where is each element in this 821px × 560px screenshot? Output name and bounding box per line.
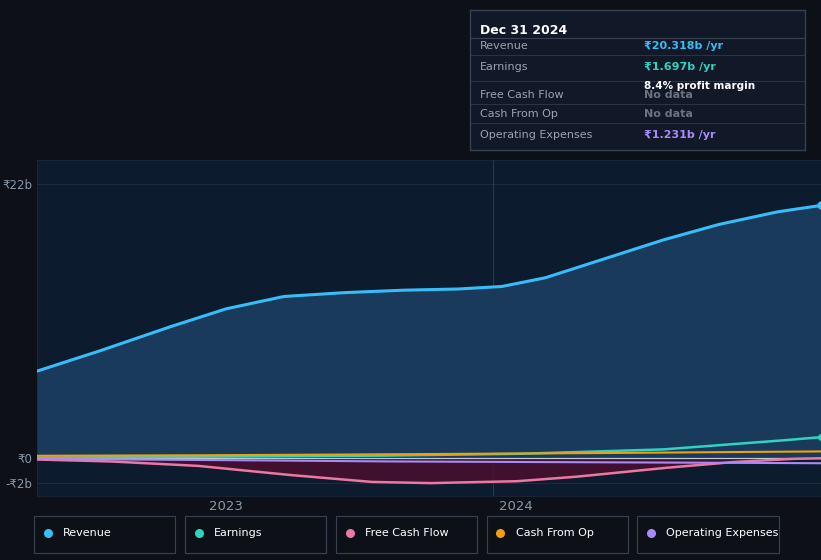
Text: ₹1.231b /yr: ₹1.231b /yr <box>644 130 716 141</box>
Text: Operating Expenses: Operating Expenses <box>667 528 779 538</box>
Text: ₹1.697b /yr: ₹1.697b /yr <box>644 62 716 72</box>
Text: Operating Expenses: Operating Expenses <box>480 130 593 141</box>
Text: No data: No data <box>644 90 693 100</box>
Text: Free Cash Flow: Free Cash Flow <box>365 528 448 538</box>
Text: Dec 31 2024: Dec 31 2024 <box>480 24 567 37</box>
Text: Free Cash Flow: Free Cash Flow <box>480 90 564 100</box>
Text: Cash From Op: Cash From Op <box>480 109 558 119</box>
Text: Revenue: Revenue <box>63 528 112 538</box>
Text: Earnings: Earnings <box>480 62 529 72</box>
Text: Earnings: Earnings <box>214 528 263 538</box>
Text: Revenue: Revenue <box>480 41 529 51</box>
Text: ₹20.318b /yr: ₹20.318b /yr <box>644 41 723 51</box>
Text: Cash From Op: Cash From Op <box>516 528 594 538</box>
Text: No data: No data <box>644 109 693 119</box>
Text: 8.4% profit margin: 8.4% profit margin <box>644 81 755 91</box>
